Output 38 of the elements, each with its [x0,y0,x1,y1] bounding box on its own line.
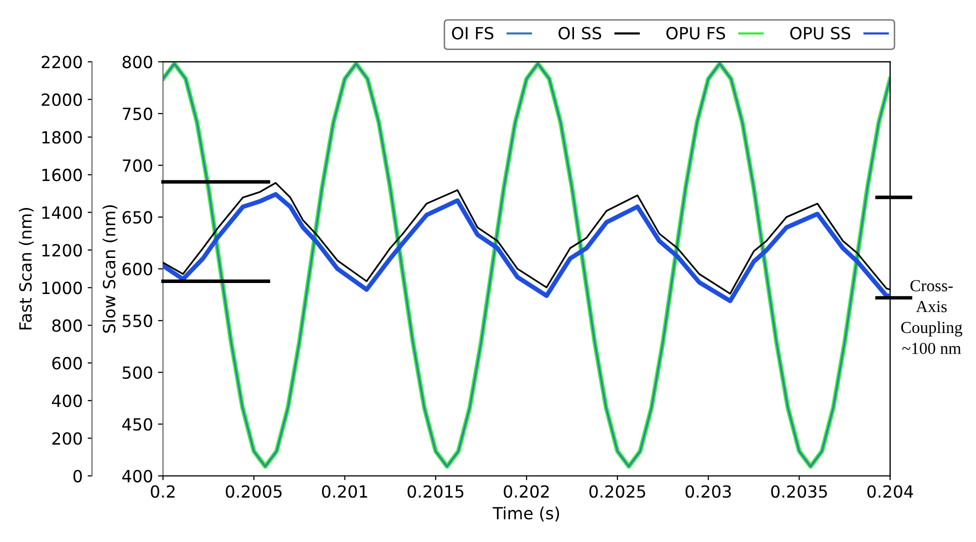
y2-tick-label: 800 [122,56,152,68]
x-tick-label: 0.2 [150,485,175,498]
x-tick-label: 0.203 [686,485,731,498]
legend-label: OI FS [452,26,494,40]
y2-tick-label: 700 [122,159,152,172]
y2-tick-label: 650 [122,211,152,224]
y-tick-label: 600 [52,356,82,370]
y-tick-label: 1400 [42,206,82,219]
y2-tick-label: 500 [122,366,152,379]
y2-axis-title: Slow Scan (nm) [102,205,118,333]
y-tick-label: 1800 [42,131,82,144]
y-tick-label: 200 [52,432,82,445]
legend-label: OPU FS [666,26,726,40]
x-tick-label: 0.2035 [771,485,827,498]
text: Cross- Axis Coupling ~100 nm [901,280,962,354]
x-tick-label: 0.2025 [589,485,646,498]
y-tick-label: 2000 [42,93,82,106]
y-tick-label: 800 [52,319,82,332]
y-tick-label: 1000 [42,282,82,294]
y-tick-label: 2200 [42,56,82,68]
x-tick-label: 0.2005 [226,485,282,498]
y-axis-title: Fast Scan (nm) [18,208,34,330]
y-tick-label: 0 [73,470,82,482]
x-tick-label: 0.204 [867,485,914,498]
y-tick-label: 400 [52,394,82,408]
y-tick-label: 1200 [42,244,82,257]
x-tick-label: 0.2015 [408,485,464,498]
y2-tick-label: 600 [122,262,152,276]
y2-tick-label: 450 [122,418,152,431]
legend-label: OPU SS [790,26,850,40]
x-tick-label: 0.201 [322,485,368,498]
y2-tick-label: 400 [122,470,152,482]
legend-label: OI SS [558,26,602,40]
y-tick-label: 1600 [42,168,82,182]
y2-tick-label: 750 [122,108,152,120]
x-axis-title: Time (s) [492,506,560,522]
y2-tick-label: 550 [122,314,152,328]
x-tick-label: 0.202 [504,485,549,498]
